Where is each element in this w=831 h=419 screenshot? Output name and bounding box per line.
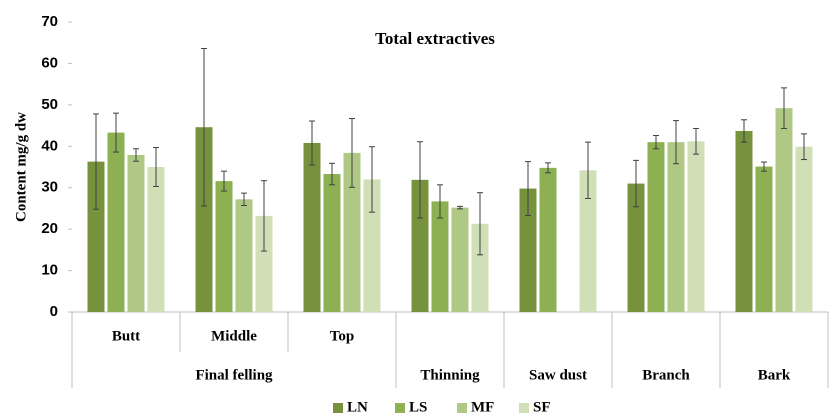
error-bar — [417, 141, 423, 219]
error-bar — [153, 147, 159, 187]
legend-label: LS — [409, 399, 427, 415]
bar — [303, 142, 321, 312]
bar — [431, 201, 449, 312]
error-bar — [201, 48, 207, 207]
y-tick-label: 0 — [50, 303, 58, 320]
error-bar — [309, 120, 315, 166]
bar — [735, 130, 753, 312]
bar — [255, 215, 273, 312]
error-bar — [633, 159, 639, 208]
error-bar — [437, 184, 443, 219]
bar — [775, 108, 793, 313]
bar — [235, 199, 253, 312]
error-bar — [525, 161, 531, 216]
error-bar — [673, 120, 679, 165]
error-bar — [93, 113, 99, 210]
error-bar — [761, 161, 767, 172]
bar — [147, 167, 165, 312]
bar — [323, 174, 341, 312]
error-bar — [545, 162, 551, 174]
error-bar — [741, 119, 747, 143]
error-bar — [113, 112, 119, 153]
bar — [647, 142, 665, 312]
legend-label: LN — [347, 399, 368, 415]
legend-swatch — [333, 403, 343, 413]
bar — [127, 154, 145, 312]
y-tick-label: 40 — [41, 137, 58, 154]
error-bar — [241, 192, 247, 207]
error-bar — [349, 118, 355, 188]
error-bar — [369, 146, 375, 213]
bar — [451, 207, 469, 312]
bar — [687, 141, 705, 312]
error-bar — [133, 148, 139, 162]
group-label: Bark — [758, 367, 791, 383]
legend-label: MF — [471, 399, 494, 415]
x-tick-label: Middle — [211, 328, 257, 344]
chart-title: Total extractives — [375, 29, 495, 48]
legend-label: SF — [533, 399, 551, 415]
legend-swatch — [519, 403, 529, 413]
error-bar — [329, 162, 335, 186]
legend-swatch — [395, 403, 405, 413]
group-label: Final felling — [195, 367, 273, 383]
bar — [627, 183, 645, 312]
bar — [87, 161, 105, 312]
y-tick-label: 60 — [41, 54, 58, 71]
error-bar — [585, 141, 591, 199]
bar — [539, 167, 557, 312]
error-bar — [457, 205, 463, 210]
x-tick-label: Top — [330, 328, 354, 344]
bar — [411, 179, 429, 312]
legend-swatch — [457, 403, 467, 413]
error-bar — [781, 87, 787, 129]
y-tick-label: 30 — [41, 179, 58, 196]
error-bar — [477, 192, 483, 256]
y-tick-label: 20 — [41, 220, 58, 237]
y-tick-label: 50 — [41, 96, 58, 113]
error-bar — [261, 180, 267, 252]
error-bar — [653, 135, 659, 150]
bar — [519, 188, 537, 312]
error-bar — [221, 170, 227, 192]
error-bar — [693, 127, 699, 155]
bar — [667, 142, 685, 312]
bar — [579, 170, 597, 312]
bar — [471, 223, 489, 312]
bar — [755, 166, 773, 312]
bar — [363, 179, 381, 312]
bar — [343, 152, 361, 312]
bar — [215, 181, 233, 312]
group-label: Thinning — [420, 367, 480, 383]
y-tick-label: 70 — [41, 13, 58, 30]
y-axis-label: Content mg/g dw — [13, 112, 29, 222]
y-tick-label: 10 — [41, 262, 58, 279]
error-bar — [801, 133, 807, 161]
group-label: Branch — [642, 367, 690, 383]
x-tick-label: Butt — [112, 328, 140, 344]
bar — [107, 132, 125, 312]
bar — [795, 146, 813, 312]
group-label: Saw dust — [529, 367, 587, 383]
bar — [195, 127, 213, 312]
